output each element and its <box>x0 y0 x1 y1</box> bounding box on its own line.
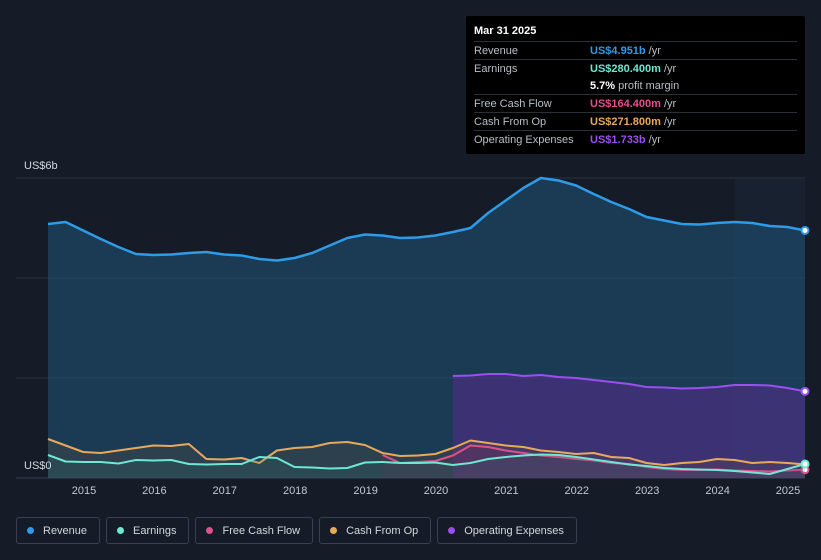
tooltip-date: Mar 31 2025 <box>474 25 537 37</box>
legend-label: Cash From Op <box>346 524 419 537</box>
legend-label: Revenue <box>43 524 88 537</box>
tooltip-value: US$4.951b <box>590 44 646 57</box>
tooltip-value: US$271.800m <box>590 115 661 128</box>
legend-operating-expenses[interactable]: Operating Expenses <box>437 517 577 544</box>
chart-legend: Revenue Earnings Free Cash Flow Cash Fro… <box>16 517 577 544</box>
x-tick-label: 2016 <box>142 485 167 497</box>
tooltip-value: US$280.400m <box>590 62 661 75</box>
tooltip-unit: /yr <box>648 44 661 57</box>
x-tick-label: 2025 <box>775 485 801 497</box>
x-tick-label: 2019 <box>353 485 378 497</box>
tooltip-unit: profit margin <box>618 79 680 92</box>
tooltip-label: Operating Expenses <box>474 133 574 146</box>
legend-free-cash-flow[interactable]: Free Cash Flow <box>195 517 314 544</box>
tooltip-value: 5.7% <box>590 79 616 92</box>
tooltip-unit: /yr <box>663 62 677 75</box>
tooltip-row-margin: 5.7% profit margin <box>474 77 797 94</box>
x-tick-label: 2017 <box>212 485 238 497</box>
y-axis-bottom-label: US$0 <box>24 460 52 472</box>
x-tick-label: 2022 <box>564 485 590 497</box>
earnings-area <box>48 454 805 478</box>
opex-end-point <box>800 386 810 396</box>
tooltip-value: US$164.400m <box>590 97 661 110</box>
cfo-dot-icon <box>330 527 338 534</box>
x-tick-label: 2023 <box>634 485 660 497</box>
tooltip-unit: /yr <box>648 133 661 146</box>
legend-label: Operating Expenses <box>464 524 564 537</box>
tooltip-unit: /yr <box>663 97 677 110</box>
x-tick-label: 2020 <box>423 485 449 497</box>
revenue-dot-icon <box>27 527 34 534</box>
tooltip-label: Earnings <box>474 62 518 75</box>
opex-area <box>452 374 805 478</box>
earnings-end-point <box>800 459 810 469</box>
legend-label: Free Cash Flow <box>222 524 301 537</box>
legend-label: Earnings <box>133 524 177 537</box>
opex-line <box>452 373 806 393</box>
earnings-line <box>47 453 806 475</box>
tooltip-row-opex: Operating Expenses US$1.733b /yr <box>474 130 797 148</box>
tooltip-unit: /yr <box>663 115 677 128</box>
x-tick-label: 2015 <box>71 485 97 497</box>
tooltip-row-cfo: Cash From Op US$271.800m /yr <box>474 112 797 130</box>
cfo-line <box>47 438 806 466</box>
legend-earnings[interactable]: Earnings <box>106 517 190 544</box>
cfo-area <box>48 439 805 478</box>
tooltip-row-earnings: Earnings US$280.400m /yr <box>474 59 797 77</box>
tooltip-label: Revenue <box>474 44 519 57</box>
data-tooltip: Mar 31 2025 Revenue US$4.951b /yr Earnin… <box>466 16 805 154</box>
x-tick-label: 2018 <box>282 485 308 497</box>
legend-cash-from-op[interactable]: Cash From Op <box>319 517 432 544</box>
x-tick-label: 2021 <box>494 485 519 497</box>
fcf-dot-icon <box>206 527 214 534</box>
tooltip-row-fcf: Free Cash Flow US$164.400m /yr <box>474 94 797 112</box>
tooltip-label: Free Cash Flow <box>474 97 552 110</box>
x-tick-label: 2024 <box>705 485 730 497</box>
legend-revenue[interactable]: Revenue <box>16 517 101 544</box>
tooltip-label: Cash From Op <box>474 115 547 128</box>
fcf-area <box>382 445 805 478</box>
revenue-end-point <box>800 225 810 235</box>
opex-dot-icon <box>448 527 456 534</box>
y-axis-top-label: US$6b <box>24 160 58 172</box>
earnings-dot-icon <box>117 527 125 534</box>
revenue-line <box>47 176 806 262</box>
tooltip-row-revenue: Revenue US$4.951b /yr <box>474 41 797 59</box>
tooltip-value: US$1.733b <box>590 133 646 146</box>
